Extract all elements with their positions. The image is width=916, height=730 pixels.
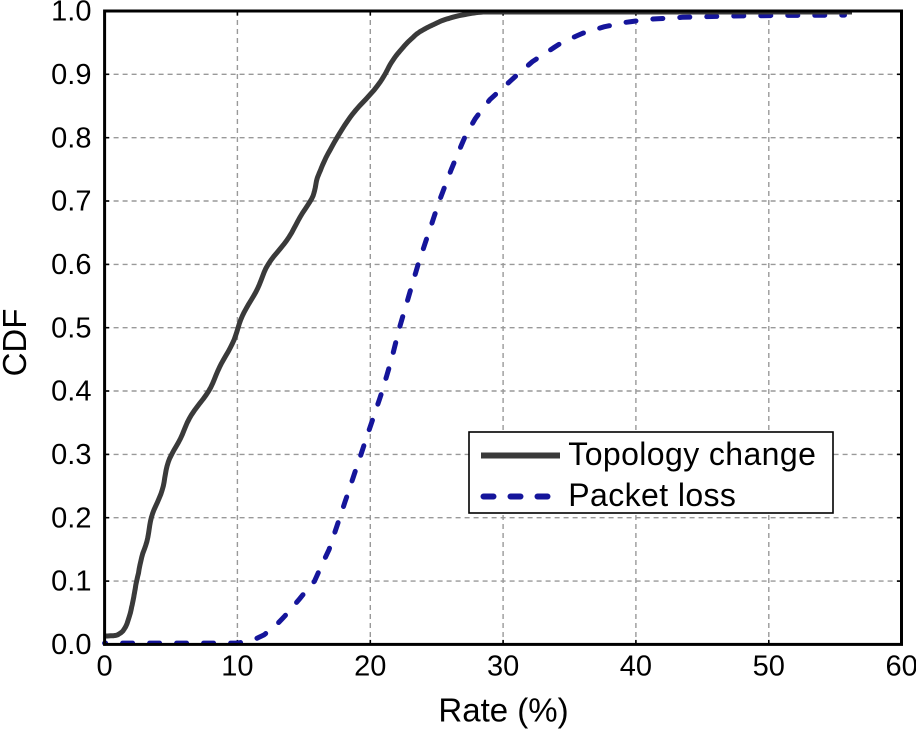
svg-text:0.5: 0.5 [51,312,91,344]
svg-text:0.2: 0.2 [51,502,91,534]
svg-text:30: 30 [487,651,519,683]
svg-text:0: 0 [97,651,113,683]
svg-text:60: 60 [885,651,916,683]
svg-text:Rate (%): Rate (%) [438,692,568,729]
svg-text:50: 50 [753,651,785,683]
svg-text:0.9: 0.9 [51,59,91,91]
svg-text:10: 10 [221,651,253,683]
svg-text:20: 20 [354,651,386,683]
svg-text:Topology change: Topology change [568,436,816,472]
svg-text:0.0: 0.0 [51,629,91,661]
svg-text:1.0: 1.0 [51,0,91,28]
svg-text:0.7: 0.7 [51,186,91,218]
svg-text:CDF: CDF [0,309,33,377]
svg-text:0.3: 0.3 [51,439,91,471]
svg-text:0.4: 0.4 [51,376,91,408]
svg-text:40: 40 [620,651,652,683]
svg-text:0.8: 0.8 [51,122,91,154]
svg-text:0.6: 0.6 [51,249,91,281]
svg-text:0.1: 0.1 [51,566,91,598]
svg-text:Packet loss: Packet loss [568,477,736,513]
